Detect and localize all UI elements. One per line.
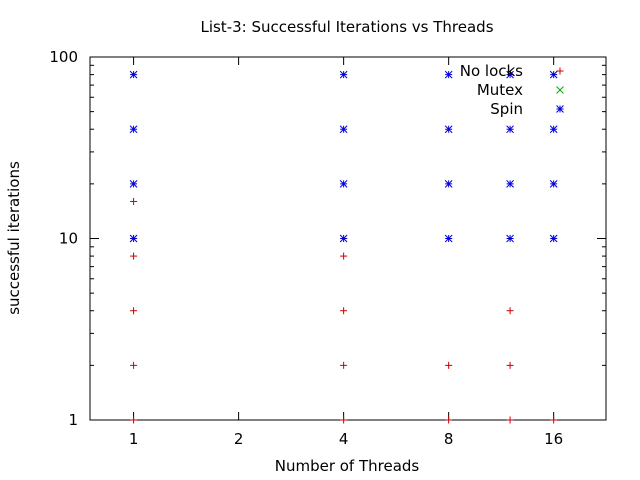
- data-point-no-locks: [130, 416, 138, 424]
- data-point-no-locks: [130, 361, 138, 369]
- data-point-spin: [129, 180, 138, 188]
- data-point-no-locks: [506, 416, 514, 424]
- data-point-no-locks: [550, 416, 558, 424]
- data-point-spin: [444, 70, 453, 79]
- data-point-spin: [339, 234, 348, 243]
- x-tick-label: 1: [129, 430, 139, 448]
- data-point-spin: [506, 125, 514, 134]
- data-point-no-locks: [130, 252, 138, 260]
- x-tick-label: 4: [339, 430, 349, 448]
- data-point-spin: [129, 234, 138, 243]
- legend-marker-no-locks: [556, 67, 564, 75]
- legend-label-spin: Spin: [490, 100, 523, 118]
- data-point-spin: [129, 70, 138, 79]
- chart-title: List-3: Successful Iterations vs Threads: [200, 18, 493, 36]
- data-point-spin: [339, 70, 348, 79]
- x-tick-label: 2: [234, 430, 244, 448]
- data-point-no-locks: [506, 307, 514, 315]
- x-tick-label: 16: [544, 430, 563, 448]
- ticks-layer: 1 2 4 8 16 1 10 100: [49, 48, 606, 448]
- data-point-spin: [549, 234, 558, 243]
- legend-label-no-locks: No locks: [460, 62, 523, 80]
- data-point-spin: [444, 180, 453, 188]
- data-point-spin: [506, 70, 514, 79]
- x-axis-label: Number of Threads: [275, 457, 420, 475]
- data-point-no-locks: [340, 252, 348, 260]
- data-point-spin: [444, 234, 453, 243]
- data-point-spin: [339, 180, 348, 188]
- data-point-spin: [549, 70, 558, 79]
- legend-marker-mutex: [556, 86, 564, 94]
- data-point-no-locks: [445, 416, 453, 424]
- data-point-spin: [339, 125, 348, 134]
- legend-label-mutex: Mutex: [477, 81, 523, 99]
- y-axis-label: successful iterations: [5, 161, 23, 315]
- data-point-no-locks: [506, 361, 514, 369]
- y-tick-label: 100: [49, 48, 78, 66]
- data-point-spin: [549, 180, 558, 188]
- points-layer: [129, 70, 558, 424]
- data-point-no-locks: [130, 307, 138, 315]
- y-tick-label: 1: [68, 411, 78, 429]
- data-point-spin: [549, 125, 558, 134]
- data-point-no-locks: [130, 197, 138, 205]
- data-point-no-locks: [340, 416, 348, 424]
- data-point-spin: [129, 125, 138, 134]
- legend-marker-spin: [556, 105, 564, 113]
- data-point-no-locks: [445, 361, 453, 369]
- data-point-no-locks: [340, 307, 348, 315]
- data-point-no-locks: [340, 361, 348, 369]
- data-point-spin: [506, 180, 514, 188]
- y-tick-label: 10: [59, 230, 78, 248]
- x-tick-label: 8: [444, 430, 454, 448]
- data-point-spin: [444, 125, 453, 134]
- data-point-spin: [506, 234, 514, 243]
- plot-frame: [89, 56, 607, 421]
